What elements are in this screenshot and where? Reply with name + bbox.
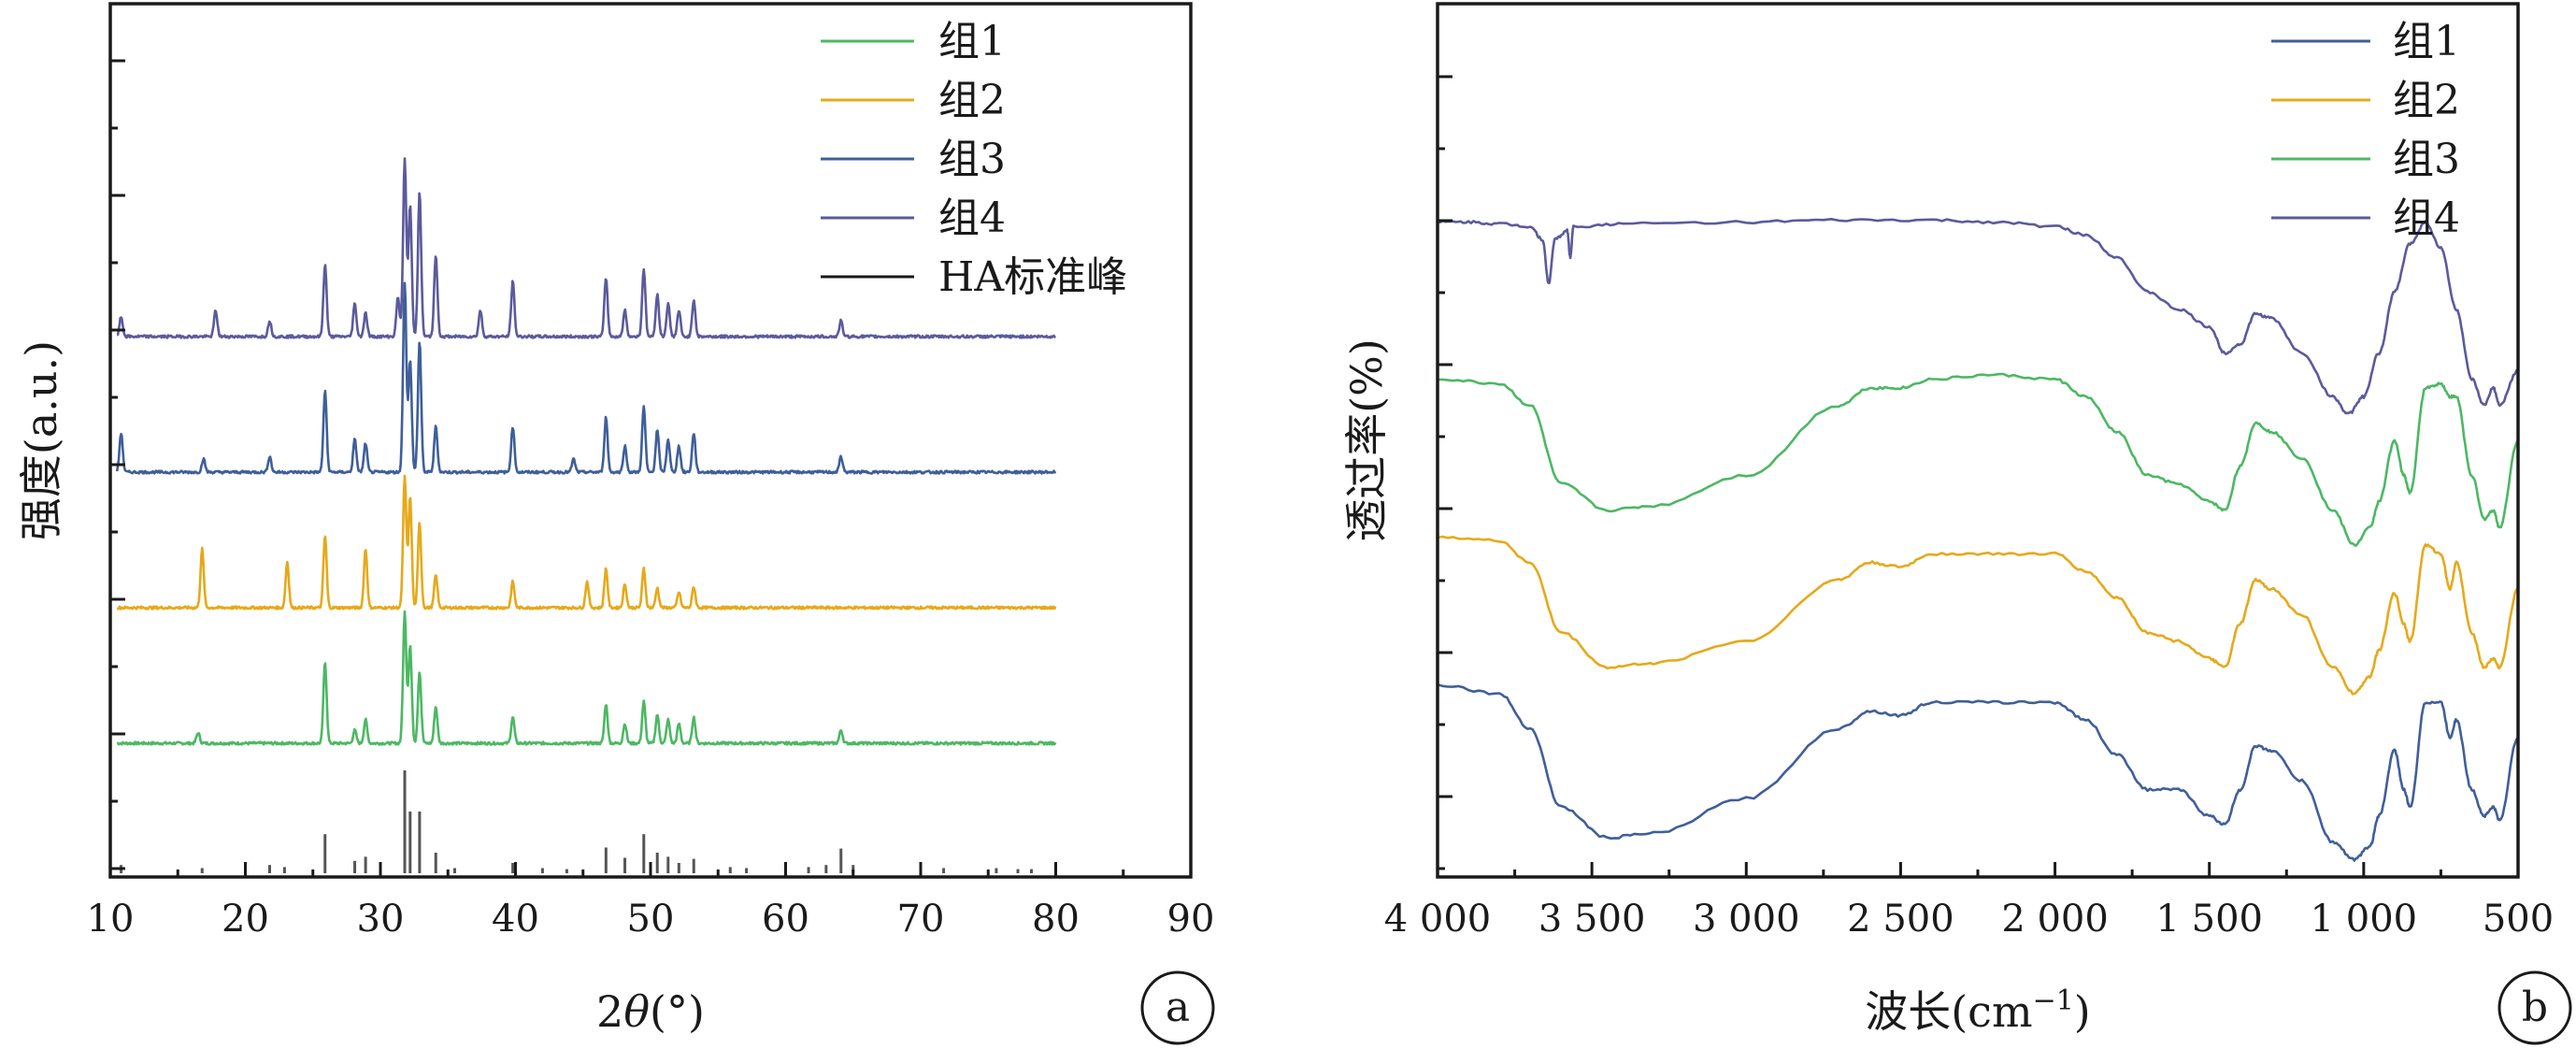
panel-a-x-tick-label: 30 — [357, 898, 405, 941]
panel-b-x-tick-label: 2 000 — [2001, 898, 2109, 941]
panel-b-x-tick-label: 4 000 — [1384, 898, 1492, 941]
panel-a-label: a — [1166, 984, 1190, 1031]
panel-b-series-组1 — [1437, 683, 2520, 862]
panel-b-plot-frame — [1436, 2, 2520, 879]
panel-a-legend-label: HA标准峰 — [938, 253, 1127, 301]
panel-b-x-axis-title: 波长(cm−1) — [1865, 984, 2091, 1037]
panel-a-series-组2 — [116, 474, 1057, 611]
panel-a-x-title-prefix: 2 — [596, 986, 623, 1037]
panel-a-y-axis-title: 强度(a.u.) — [16, 340, 66, 540]
panel-b-traces — [1437, 218, 2520, 862]
panel-b-legend-label: 组4 — [2393, 194, 2460, 242]
panel-b-legend: 组1 组2 组3 组4 — [2271, 18, 2460, 242]
panel-a-x-tick-label: 50 — [627, 898, 675, 941]
panel-b-series-组2 — [1437, 535, 2519, 696]
panel-a-x-tick-label: 90 — [1167, 898, 1215, 941]
panel-b-legend-label: 组1 — [2393, 18, 2460, 65]
panel-b-y-axis-ticks — [1438, 75, 1453, 870]
panel-a-label-circle — [1140, 970, 1215, 1045]
panel-a-legend-label: 组4 — [938, 194, 1006, 242]
panel-b-x-title-close: ) — [2074, 986, 2091, 1037]
panel-a-x-tick-label: 60 — [762, 898, 809, 941]
panel-a-y-axis-ticks — [110, 59, 125, 870]
panel-a-legend: 组1 组2 组3 组4 HA标准峰 — [821, 18, 1127, 301]
panel-a-series-组3 — [115, 281, 1057, 475]
panel-a-x-axis-ticks: 10 20 30 40 50 60 70 80 90 — [87, 862, 1215, 941]
panel-b-series-组4 — [1437, 218, 2519, 415]
panel-a-x-title-theta: θ — [623, 986, 650, 1037]
panel-a-x-axis-title: 2θ(°) — [596, 986, 705, 1037]
panel-b-y-axis-title: 透过率(%) — [1341, 338, 1392, 542]
panel-b-series-组3 — [1437, 372, 2520, 547]
panel-b-x-axis-ticks: 4 000 3 500 3 000 2 500 2 000 1 500 1 000 500 — [1384, 862, 2554, 941]
panel-a-series-组4 — [116, 157, 1057, 339]
panel-a-xrd-chart: 10 20 30 40 50 60 70 80 90 组1 组2 组3 组4 HA标准峰 强度(a.u.… — [16, 2, 1215, 1045]
panel-a-legend-label: 组1 — [938, 18, 1006, 65]
panel-b-x-title-main: 波长(cm — [1865, 986, 2032, 1037]
panel-b-x-tick-label: 1 500 — [2155, 898, 2263, 941]
panel-a-x-tick-label: 40 — [492, 898, 539, 941]
panel-b-x-tick-label: 1 000 — [2311, 898, 2418, 941]
panel-a-series-组1 — [116, 610, 1057, 746]
panel-b-x-title-superscript: −1 — [2033, 984, 2074, 1017]
panel-b-label: b — [2522, 984, 2548, 1031]
panel-a-ha-reference-sticks — [120, 770, 1033, 873]
panel-a-legend-label: 组2 — [938, 77, 1006, 124]
panel-b-x-tick-label: 500 — [2483, 898, 2554, 941]
panel-b-label-circle — [2497, 970, 2572, 1045]
panel-b-x-tick-label: 3 500 — [1538, 898, 1646, 941]
panel-b-x-tick-label: 3 000 — [1693, 898, 1800, 941]
panel-b-legend-label: 组2 — [2393, 77, 2460, 124]
panel-a-legend-label: 组3 — [938, 136, 1006, 183]
panel-a-x-title-unit: (°) — [650, 986, 705, 1037]
panel-a-x-tick-label: 70 — [897, 898, 945, 941]
panel-a-x-tick-label: 10 — [87, 898, 135, 941]
panel-b-ftir-chart: 4 000 3 500 3 000 2 500 2 000 1 500 1 000 500 组… — [1341, 2, 2572, 1045]
panel-b-x-tick-label: 2 500 — [1847, 898, 1954, 941]
panel-a-x-tick-label: 80 — [1032, 898, 1080, 941]
panel-a-traces — [115, 157, 1057, 746]
panel-b-legend-label: 组3 — [2393, 136, 2460, 183]
panel-a-x-tick-label: 20 — [222, 898, 269, 941]
panel-a-plot-frame — [108, 2, 1193, 879]
